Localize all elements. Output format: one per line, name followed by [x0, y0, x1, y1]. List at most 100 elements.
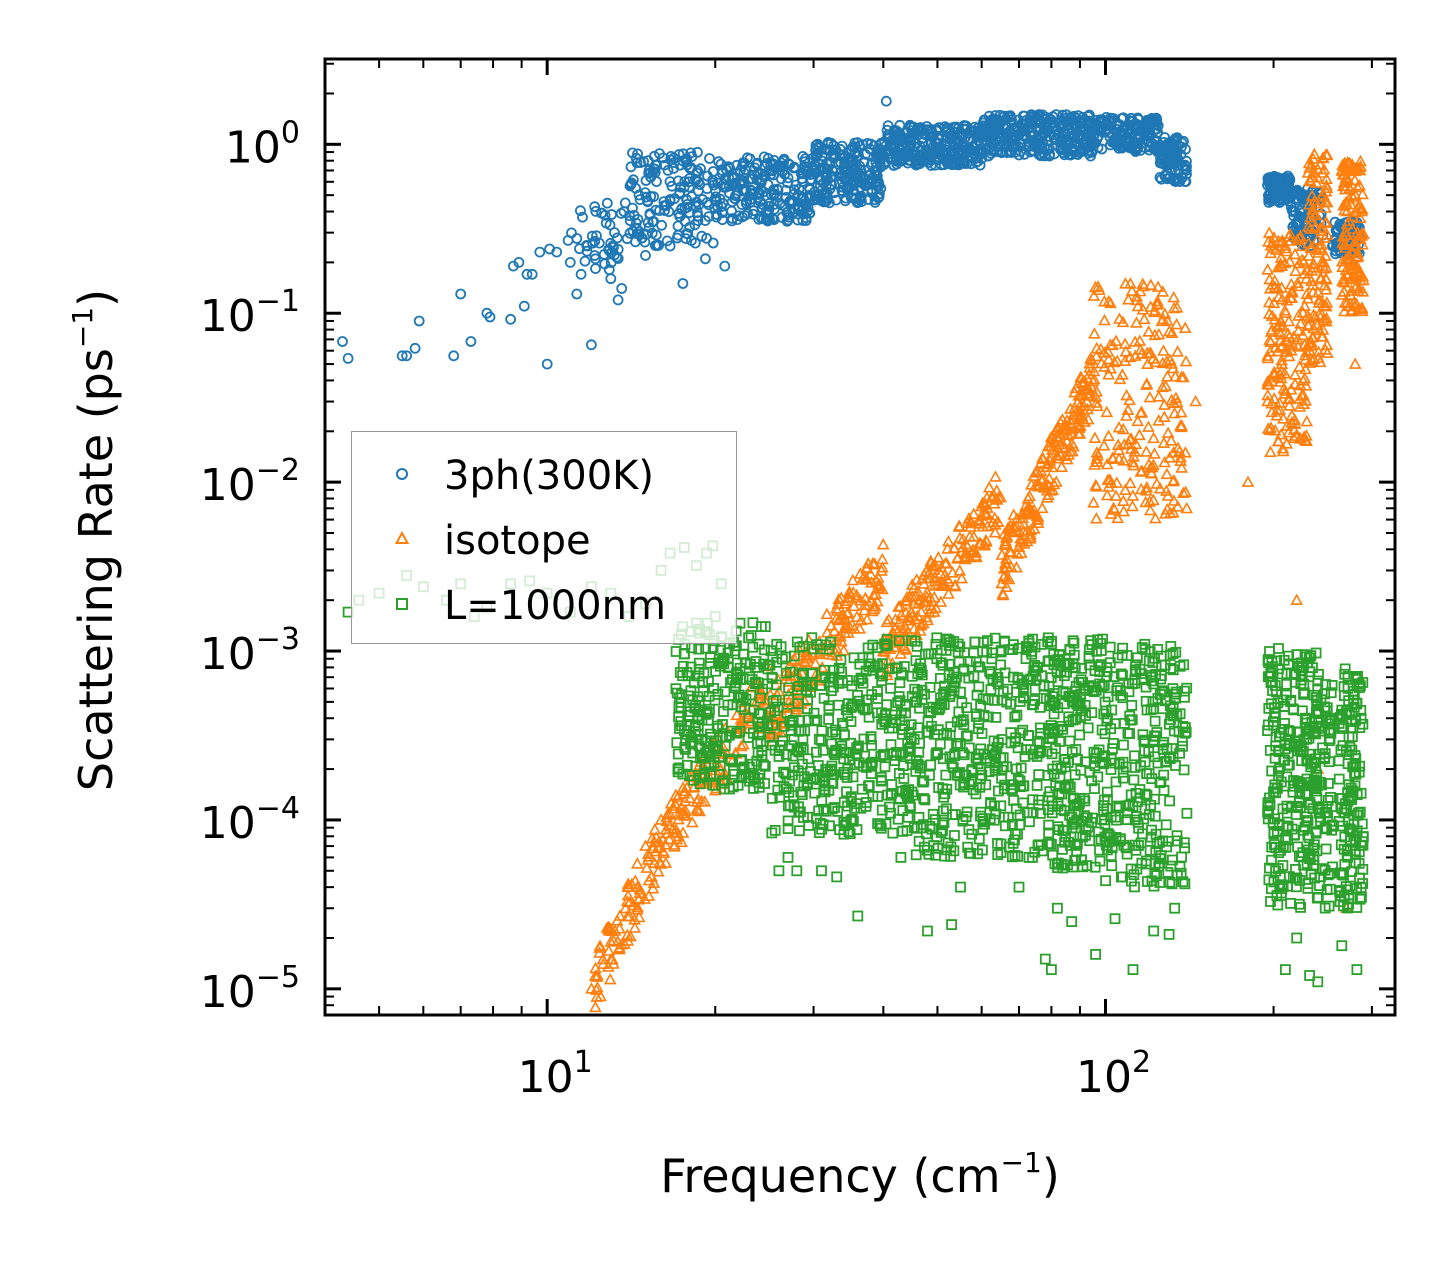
series-3ph-point — [907, 128, 919, 140]
series-3ph-point — [586, 339, 597, 351]
series-3ph-point — [638, 156, 649, 168]
series-l1000nm-point — [1031, 780, 1043, 791]
series-3ph-point — [810, 152, 822, 164]
series-3ph-point — [704, 153, 715, 164]
series-3ph-point — [634, 194, 646, 206]
series-isotope-point — [1147, 431, 1160, 444]
series-isotope-point — [1119, 409, 1133, 421]
series-3ph-point — [342, 352, 354, 364]
series-3ph-point — [692, 207, 703, 219]
series-3ph-point — [681, 193, 692, 205]
series-3ph-point — [840, 195, 851, 207]
series-3ph-point — [717, 214, 728, 226]
series-3ph-point — [933, 122, 945, 133]
series-3ph-point — [640, 249, 651, 261]
series-3ph-point — [692, 185, 704, 197]
series-isotope-point — [648, 823, 662, 835]
series-3ph-point — [751, 174, 763, 186]
series-3ph-point — [745, 188, 756, 200]
series-3ph-point — [812, 138, 823, 150]
series-l1000nm-point — [1285, 898, 1296, 909]
series-3ph-point — [605, 273, 617, 285]
series-3ph-point — [772, 184, 784, 196]
series-3ph-point — [924, 148, 936, 159]
series-isotope-point — [1088, 431, 1102, 444]
series-3ph-point — [853, 175, 865, 187]
series-3ph-point — [747, 173, 758, 185]
series-3ph-point — [959, 157, 970, 169]
series-3ph-point — [731, 214, 743, 226]
series-l1000nm-point — [1029, 684, 1041, 695]
series-3ph-point — [879, 156, 891, 168]
series-3ph-point — [821, 167, 833, 179]
series-3ph-point — [337, 336, 348, 347]
series-isotope-point — [1143, 390, 1157, 403]
series-3ph-point — [927, 130, 939, 142]
series-3ph-point — [908, 152, 920, 164]
series-3ph-point — [679, 215, 691, 227]
series-l1000nm-point — [1033, 769, 1045, 780]
series-3ph-point — [719, 260, 731, 272]
series-3ph-point — [647, 216, 659, 227]
series-3ph-point — [821, 195, 832, 207]
series-3ph-point — [651, 240, 663, 252]
series-l1000nm-point — [1164, 795, 1175, 807]
series-3ph-point — [852, 137, 863, 149]
series-3ph-point — [852, 196, 864, 208]
series-3ph-point — [676, 202, 688, 214]
series-isotope-point — [982, 481, 996, 493]
series-3ph-point — [455, 288, 467, 300]
series-3ph-point — [659, 200, 671, 212]
series-3ph-point — [624, 227, 636, 239]
series-3ph-point — [829, 149, 841, 161]
series-3ph-point — [677, 148, 689, 160]
series-l1000nm-point — [1149, 715, 1161, 727]
series-l1000nm-point — [969, 636, 981, 648]
series-isotope-point — [1100, 405, 1114, 418]
series-isotope-point — [1160, 467, 1174, 480]
series-3ph-point — [724, 187, 735, 199]
series-isotope-point — [1137, 312, 1151, 325]
series-3ph-point — [711, 211, 722, 223]
series-3ph-point — [783, 158, 794, 170]
series-isotope-point — [989, 470, 1002, 482]
series-3ph-point — [915, 144, 927, 156]
series-3ph-point — [600, 217, 612, 229]
series-3ph-point — [788, 189, 799, 200]
series-3ph-point — [756, 202, 768, 214]
series-3ph-point — [840, 175, 852, 187]
series-isotope-point — [1290, 593, 1304, 606]
series-3ph-point — [659, 159, 670, 171]
series-3ph-point — [650, 204, 662, 216]
series-3ph-point — [738, 167, 750, 179]
series-l1000nm-point — [769, 825, 781, 836]
series-l1000nm-point — [747, 641, 759, 653]
series-3ph-point — [616, 283, 628, 294]
series-isotope-point — [589, 1000, 602, 1013]
series-3ph-point — [889, 129, 901, 141]
series-3ph-point — [589, 201, 601, 213]
series-3ph-point — [586, 230, 598, 242]
series-l1000nm-point — [1129, 881, 1140, 893]
series-isotope-point — [1167, 290, 1181, 303]
series-3ph-point — [851, 150, 863, 162]
series-3ph-point — [740, 198, 752, 210]
series-3ph-point — [759, 161, 771, 173]
series-3ph-point — [942, 125, 954, 137]
series-isotope-point — [630, 857, 644, 869]
series-3ph-point — [465, 336, 477, 347]
series-l1000nm-point — [1160, 819, 1172, 831]
series-l1000nm-point — [925, 759, 937, 771]
series-l1000nm-point — [1325, 792, 1336, 803]
series-isotope-point — [1142, 420, 1155, 432]
data-points-layer — [337, 95, 1370, 1013]
series-3ph-point — [960, 131, 971, 143]
series-3ph-point — [768, 154, 780, 166]
series-3ph-point — [792, 189, 804, 201]
series-3ph-point — [939, 149, 951, 161]
series-3ph-point — [518, 300, 530, 312]
series-l1000nm-point — [1126, 700, 1138, 711]
series-3ph-point — [685, 162, 697, 174]
series-3ph-point — [730, 177, 741, 189]
